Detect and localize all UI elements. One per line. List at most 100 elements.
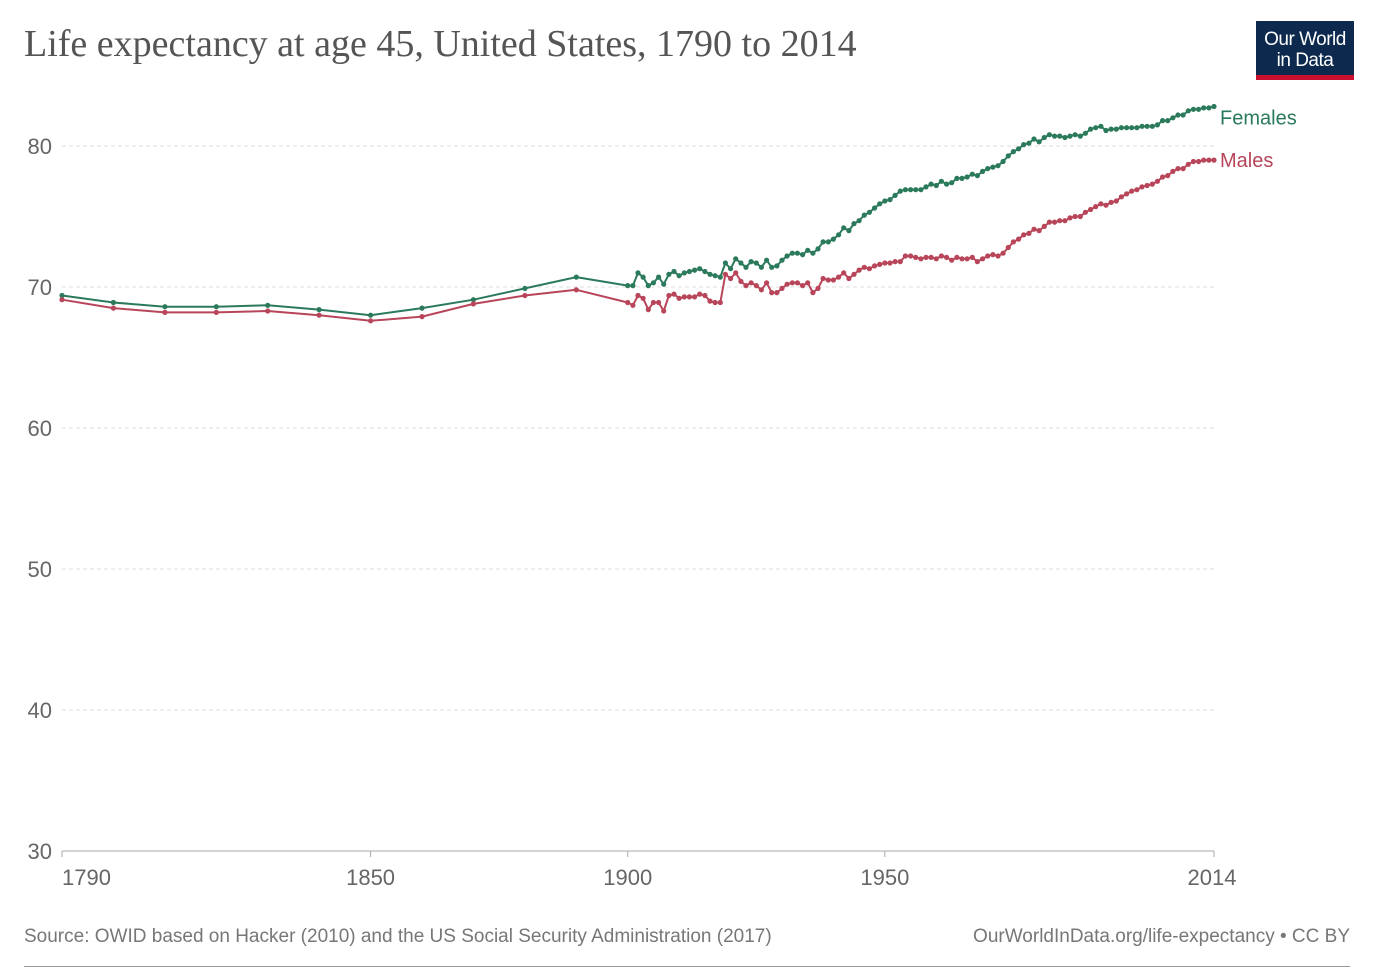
data-point-males[interactable] xyxy=(1041,223,1047,229)
data-point-males[interactable] xyxy=(897,259,903,265)
data-point-females[interactable] xyxy=(820,239,826,245)
data-point-females[interactable] xyxy=(712,273,718,279)
data-point-females[interactable] xyxy=(964,174,970,180)
data-point-males[interactable] xyxy=(743,283,749,289)
data-point-males[interactable] xyxy=(162,309,168,315)
data-point-males[interactable] xyxy=(836,274,842,280)
data-point-males[interactable] xyxy=(1000,250,1006,256)
data-point-females[interactable] xyxy=(1093,125,1099,131)
data-point-females[interactable] xyxy=(866,209,873,215)
data-point-males[interactable] xyxy=(1082,209,1088,215)
data-point-females[interactable] xyxy=(830,236,837,242)
data-point-females[interactable] xyxy=(1067,133,1073,139)
data-point-males[interactable] xyxy=(784,281,790,287)
data-point-females[interactable] xyxy=(913,187,919,193)
data-point-females[interactable] xyxy=(1103,127,1109,134)
data-point-males[interactable] xyxy=(1088,206,1094,213)
data-point-males[interactable] xyxy=(1093,204,1099,210)
data-point-males[interactable] xyxy=(985,253,991,259)
data-point-females[interactable] xyxy=(938,178,945,184)
data-point-males[interactable] xyxy=(774,290,780,296)
data-point-males[interactable] xyxy=(661,308,667,314)
data-point-males[interactable] xyxy=(1154,178,1160,184)
data-point-males[interactable] xyxy=(522,292,528,299)
data-point-females[interactable] xyxy=(815,246,821,252)
data-point-males[interactable] xyxy=(800,283,806,289)
data-point-females[interactable] xyxy=(635,270,641,276)
data-point-males[interactable] xyxy=(1062,218,1068,224)
data-point-females[interactable] xyxy=(1118,125,1124,131)
data-point-females[interactable] xyxy=(825,239,831,245)
data-point-males[interactable] xyxy=(666,292,672,299)
data-point-females[interactable] xyxy=(265,302,271,308)
data-point-females[interactable] xyxy=(1010,149,1017,155)
data-point-females[interactable] xyxy=(1088,126,1094,132)
data-point-males[interactable] xyxy=(954,254,960,260)
data-point-females[interactable] xyxy=(1031,136,1037,142)
data-point-males[interactable] xyxy=(769,290,775,296)
data-point-males[interactable] xyxy=(861,264,867,270)
data-point-females[interactable] xyxy=(573,274,579,280)
data-point-females[interactable] xyxy=(764,257,770,263)
data-point-females[interactable] xyxy=(1124,125,1130,131)
series-label-females[interactable]: Females xyxy=(1220,108,1297,130)
data-point-females[interactable] xyxy=(686,268,693,275)
data-point-females[interactable] xyxy=(779,257,785,263)
data-point-females[interactable] xyxy=(728,266,734,272)
data-point-males[interactable] xyxy=(928,254,934,260)
data-point-females[interactable] xyxy=(1077,133,1083,139)
data-point-males[interactable] xyxy=(841,270,847,276)
data-point-males[interactable] xyxy=(933,256,939,262)
data-point-males[interactable] xyxy=(887,260,893,266)
data-point-females[interactable] xyxy=(1036,139,1042,145)
data-point-males[interactable] xyxy=(866,266,873,272)
data-point-females[interactable] xyxy=(1005,153,1011,159)
data-point-males[interactable] xyxy=(645,307,651,313)
data-point-males[interactable] xyxy=(692,294,698,300)
data-point-males[interactable] xyxy=(913,254,919,260)
data-point-females[interactable] xyxy=(892,192,898,198)
data-point-females[interactable] xyxy=(1072,132,1078,138)
data-point-females[interactable] xyxy=(882,198,888,204)
data-point-females[interactable] xyxy=(1000,158,1006,165)
data-point-males[interactable] xyxy=(872,263,878,269)
data-point-females[interactable] xyxy=(1160,118,1166,124)
data-point-females[interactable] xyxy=(316,307,322,313)
data-point-females[interactable] xyxy=(1196,106,1202,112)
data-point-males[interactable] xyxy=(1026,230,1032,236)
data-point-males[interactable] xyxy=(748,280,754,286)
data-point-females[interactable] xyxy=(368,312,374,318)
data-point-males[interactable] xyxy=(810,290,816,296)
data-point-females[interactable] xyxy=(681,270,687,276)
data-point-females[interactable] xyxy=(769,264,775,270)
data-point-males[interactable] xyxy=(1021,232,1027,238)
data-point-females[interactable] xyxy=(1211,103,1217,110)
data-point-females[interactable] xyxy=(1144,123,1150,129)
data-point-females[interactable] xyxy=(1052,133,1058,139)
data-point-males[interactable] xyxy=(702,292,708,299)
data-point-males[interactable] xyxy=(846,275,852,282)
data-point-males[interactable] xyxy=(419,314,425,320)
data-point-males[interactable] xyxy=(789,280,795,286)
data-point-males[interactable] xyxy=(368,318,374,324)
data-point-females[interactable] xyxy=(640,274,646,280)
source-link[interactable]: OurWorldInData.org/life-expectancy • CC … xyxy=(973,926,1350,947)
data-point-males[interactable] xyxy=(1196,158,1202,165)
data-point-males[interactable] xyxy=(686,294,693,300)
data-point-females[interactable] xyxy=(789,250,795,256)
data-point-males[interactable] xyxy=(918,256,924,262)
data-point-males[interactable] xyxy=(1149,181,1155,187)
data-point-males[interactable] xyxy=(316,312,322,318)
data-point-females[interactable] xyxy=(1206,105,1212,111)
data-point-females[interactable] xyxy=(702,268,708,275)
data-point-females[interactable] xyxy=(974,173,981,179)
data-point-males[interactable] xyxy=(1113,198,1119,204)
data-point-females[interactable] xyxy=(959,175,965,181)
data-point-males[interactable] xyxy=(697,291,703,297)
data-point-males[interactable] xyxy=(1016,236,1022,242)
data-point-females[interactable] xyxy=(918,187,924,193)
data-point-males[interactable] xyxy=(969,254,975,260)
data-point-males[interactable] xyxy=(1010,239,1017,245)
data-point-males[interactable] xyxy=(944,254,950,260)
data-point-females[interactable] xyxy=(1057,133,1063,139)
